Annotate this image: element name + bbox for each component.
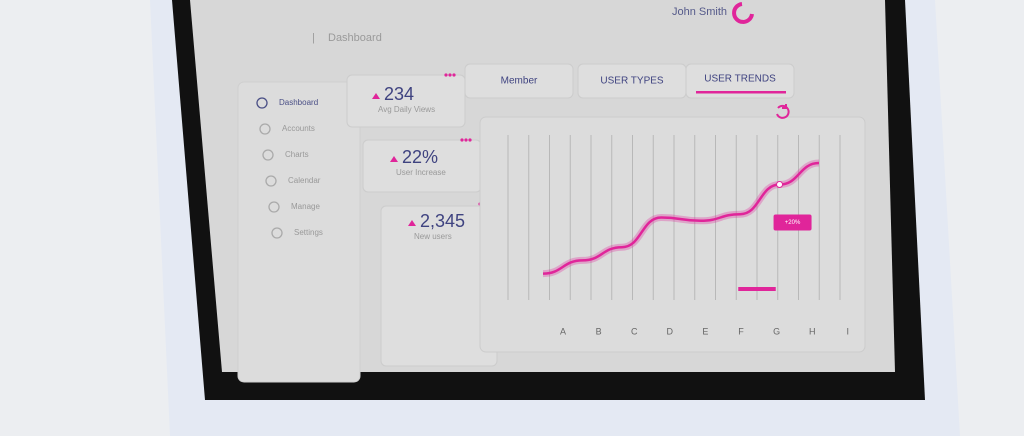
tab[interactable] — [464, 63, 574, 99]
tab-label[interactable]: Member — [501, 76, 538, 87]
stat-label: New users — [414, 232, 452, 241]
menu-icon — [256, 97, 268, 109]
menu-icon — [259, 123, 271, 135]
tooltip-label: +20% — [785, 220, 801, 226]
menu-item[interactable]: Charts — [285, 150, 309, 159]
menu-item[interactable]: Manage — [291, 202, 320, 211]
x-tick-label: B — [596, 326, 602, 336]
more-dot[interactable] — [452, 73, 456, 77]
x-tick-label: F — [738, 326, 744, 336]
chart: +20% A B C D E F G H I — [507, 135, 850, 336]
stat-label: Avg Daily Views — [378, 105, 435, 114]
sidebar-items: Dashboard Accounts Charts Calendar Manage Set… — [256, 97, 323, 239]
trend-line — [542, 161, 820, 275]
menu-icon — [271, 227, 283, 239]
tab-underline — [696, 91, 786, 94]
separator: | — [312, 32, 315, 44]
x-tick-label: G — [773, 326, 780, 336]
stat-value: 234 — [384, 84, 414, 104]
stat-card — [346, 74, 466, 128]
x-tick-label: D — [667, 326, 674, 336]
sidebar — [237, 81, 361, 383]
highlight — [738, 287, 776, 291]
stat-label: User Increase — [396, 168, 446, 177]
refresh-icon[interactable] — [776, 104, 790, 119]
stat-value: 22% — [402, 147, 438, 167]
menu-icon — [268, 201, 280, 213]
menu-item[interactable]: Accounts — [282, 124, 315, 133]
x-tick-label: I — [847, 326, 850, 336]
breadcrumb: Dashboard — [328, 32, 382, 44]
more-dot[interactable] — [460, 138, 464, 142]
more-dot[interactable] — [448, 73, 452, 77]
menu-icon — [265, 175, 277, 187]
more-dot[interactable] — [468, 138, 472, 142]
chart-card — [479, 116, 866, 353]
x-tick-label: A — [560, 326, 566, 336]
more-dot[interactable] — [464, 138, 468, 142]
tab[interactable] — [685, 63, 795, 99]
menu-item[interactable]: Calendar — [288, 176, 321, 185]
point-marker — [776, 181, 784, 188]
menu-icon — [262, 149, 274, 161]
menu-item[interactable]: Dashboard — [279, 98, 318, 107]
tabs: Member USER TYPES USER TRENDS — [464, 63, 795, 99]
menu-item[interactable]: Settings — [294, 228, 323, 237]
tab-label[interactable]: USER TYPES — [600, 76, 663, 87]
x-tick-label: H — [809, 326, 816, 336]
up-arrow — [390, 156, 398, 162]
up-arrow — [372, 93, 380, 99]
tooltip — [773, 214, 812, 231]
tab-label[interactable]: USER TRENDS — [704, 74, 776, 85]
user-name: John Smith — [672, 6, 727, 18]
stat-value: 2,345 — [420, 211, 465, 231]
more-dot[interactable] — [444, 73, 448, 77]
x-tick-label: E — [702, 326, 708, 336]
x-tick-label: C — [631, 326, 638, 336]
avatar[interactable] — [732, 2, 754, 24]
up-arrow — [408, 220, 416, 226]
